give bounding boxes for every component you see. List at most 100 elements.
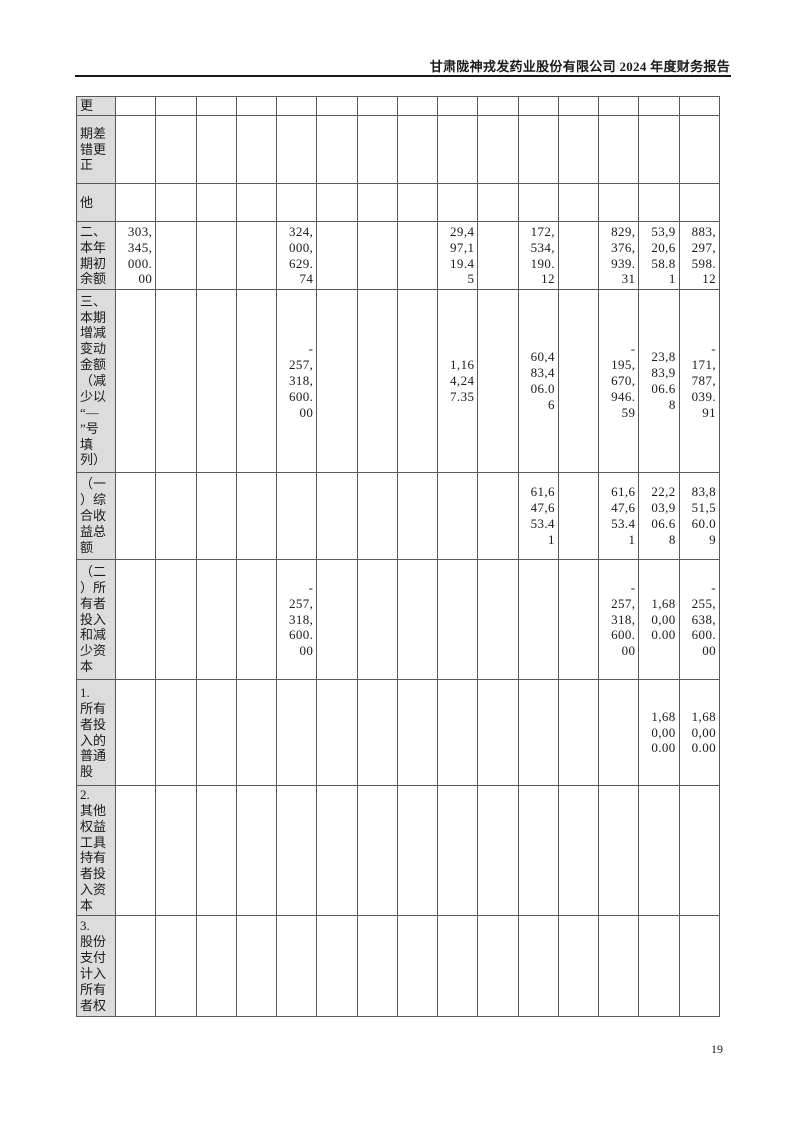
table-cell: 60,4 83,4 06.0 6	[517, 289, 559, 473]
table-cell	[557, 914, 600, 1017]
table-cell: - 171, 787, 039. 91	[678, 289, 721, 473]
table-cell	[356, 472, 398, 560]
table-cell	[396, 221, 439, 290]
table-cell	[477, 914, 519, 1017]
row-label: 更	[76, 96, 116, 116]
table-cell	[678, 96, 721, 116]
table-cell	[437, 472, 479, 560]
table-cell	[598, 96, 640, 116]
table-cell	[276, 679, 318, 786]
table-cell	[276, 472, 318, 560]
table-cell	[114, 115, 157, 184]
table-cell	[396, 914, 439, 1017]
table-cell	[517, 183, 559, 222]
table-cell	[638, 115, 680, 184]
table-cell	[155, 96, 197, 116]
table-cell	[195, 221, 237, 290]
table-cell	[557, 679, 600, 786]
table-cell	[477, 679, 519, 786]
table-cell	[114, 559, 157, 680]
table-cell	[195, 914, 237, 1017]
table-cell	[155, 679, 197, 786]
row-label: 期差 错更 正	[76, 115, 116, 184]
table-cell	[235, 472, 278, 560]
table-cell	[316, 472, 358, 560]
table-cell	[517, 96, 559, 116]
table-cell	[235, 785, 278, 916]
header-rule	[75, 75, 731, 77]
table-row: 他	[76, 183, 721, 222]
table-cell	[557, 96, 600, 116]
table-cell	[316, 96, 358, 116]
table-cell	[477, 115, 519, 184]
table-cell	[356, 785, 398, 916]
table-cell	[114, 472, 157, 560]
table-cell	[557, 289, 600, 473]
table-cell	[598, 183, 640, 222]
table-cell	[114, 183, 157, 222]
table-cell	[678, 183, 721, 222]
table-cell	[356, 679, 398, 786]
table-cell	[638, 183, 680, 222]
table-cell	[396, 96, 439, 116]
table-cell: - 255, 638, 600. 00	[678, 559, 721, 680]
table-cell: 172, 534, 190. 12	[517, 221, 559, 290]
table-cell: 23,8 83,9 06.6 8	[638, 289, 680, 473]
table-cell	[235, 559, 278, 680]
table-cell	[356, 115, 398, 184]
table-cell	[155, 472, 197, 560]
row-label: 2. 其他 权益 工具 持有 者投 入资 本	[76, 785, 116, 916]
table-row: 2. 其他 权益 工具 持有 者投 入资 本	[76, 785, 721, 916]
table-cell	[356, 96, 398, 116]
table-cell	[517, 679, 559, 786]
table-cell	[276, 785, 318, 916]
table-cell	[155, 785, 197, 916]
table-cell	[557, 472, 600, 560]
table-row: 三、 本期 增减 变动 金额 （减 少以 “— ”号 填 列） - 257, 31…	[76, 289, 721, 473]
table-cell	[638, 914, 680, 1017]
table-row: （二 ）所 有者 投入 和减 少资 本 - 257, 318, 600. 00 - …	[76, 559, 721, 680]
table-cell	[396, 289, 439, 473]
table-cell	[437, 115, 479, 184]
table-cell	[276, 183, 318, 222]
table-cell	[396, 472, 439, 560]
row-label: 1. 所有 者投 入的 普通 股	[76, 679, 116, 786]
table-cell	[477, 472, 519, 560]
row-label: 二、 本年 期初 余额	[76, 221, 116, 290]
table-cell	[195, 472, 237, 560]
table-cell	[678, 914, 721, 1017]
row-label: 三、 本期 增减 变动 金额 （减 少以 “— ”号 填 列）	[76, 289, 116, 473]
table-cell	[638, 96, 680, 116]
table-cell	[356, 183, 398, 222]
table-cell: 1,68 0,00 0.00	[638, 679, 680, 786]
table-row: 期差 错更 正	[76, 115, 721, 184]
equity-table-body: 更期差 错更 正他二、 本年 期初 余额 303, 345, 000. 00 324…	[76, 96, 721, 1017]
row-label: 他	[76, 183, 116, 222]
table-cell	[155, 115, 197, 184]
table-cell	[114, 289, 157, 473]
table-cell	[195, 96, 237, 116]
table-cell	[235, 679, 278, 786]
table-cell	[195, 679, 237, 786]
table-cell	[316, 183, 358, 222]
table-cell	[235, 289, 278, 473]
table-cell: - 195, 670, 946. 59	[598, 289, 640, 473]
table-cell	[437, 559, 479, 680]
table-cell	[316, 115, 358, 184]
table-cell: - 257, 318, 600. 00	[276, 559, 318, 680]
table-cell	[356, 559, 398, 680]
table-cell	[678, 785, 721, 916]
table-cell	[396, 183, 439, 222]
table-cell	[437, 914, 479, 1017]
table-cell	[437, 96, 479, 116]
row-label: （一 ）综 合收 益总 额	[76, 472, 116, 560]
table-cell	[316, 785, 358, 916]
table-cell	[598, 914, 640, 1017]
row-label: （二 ）所 有者 投入 和减 少资 本	[76, 559, 116, 680]
table-cell: 883, 297, 598. 12	[678, 221, 721, 290]
table-cell	[437, 183, 479, 222]
table-cell	[517, 115, 559, 184]
table-cell	[155, 914, 197, 1017]
table-cell	[235, 914, 278, 1017]
